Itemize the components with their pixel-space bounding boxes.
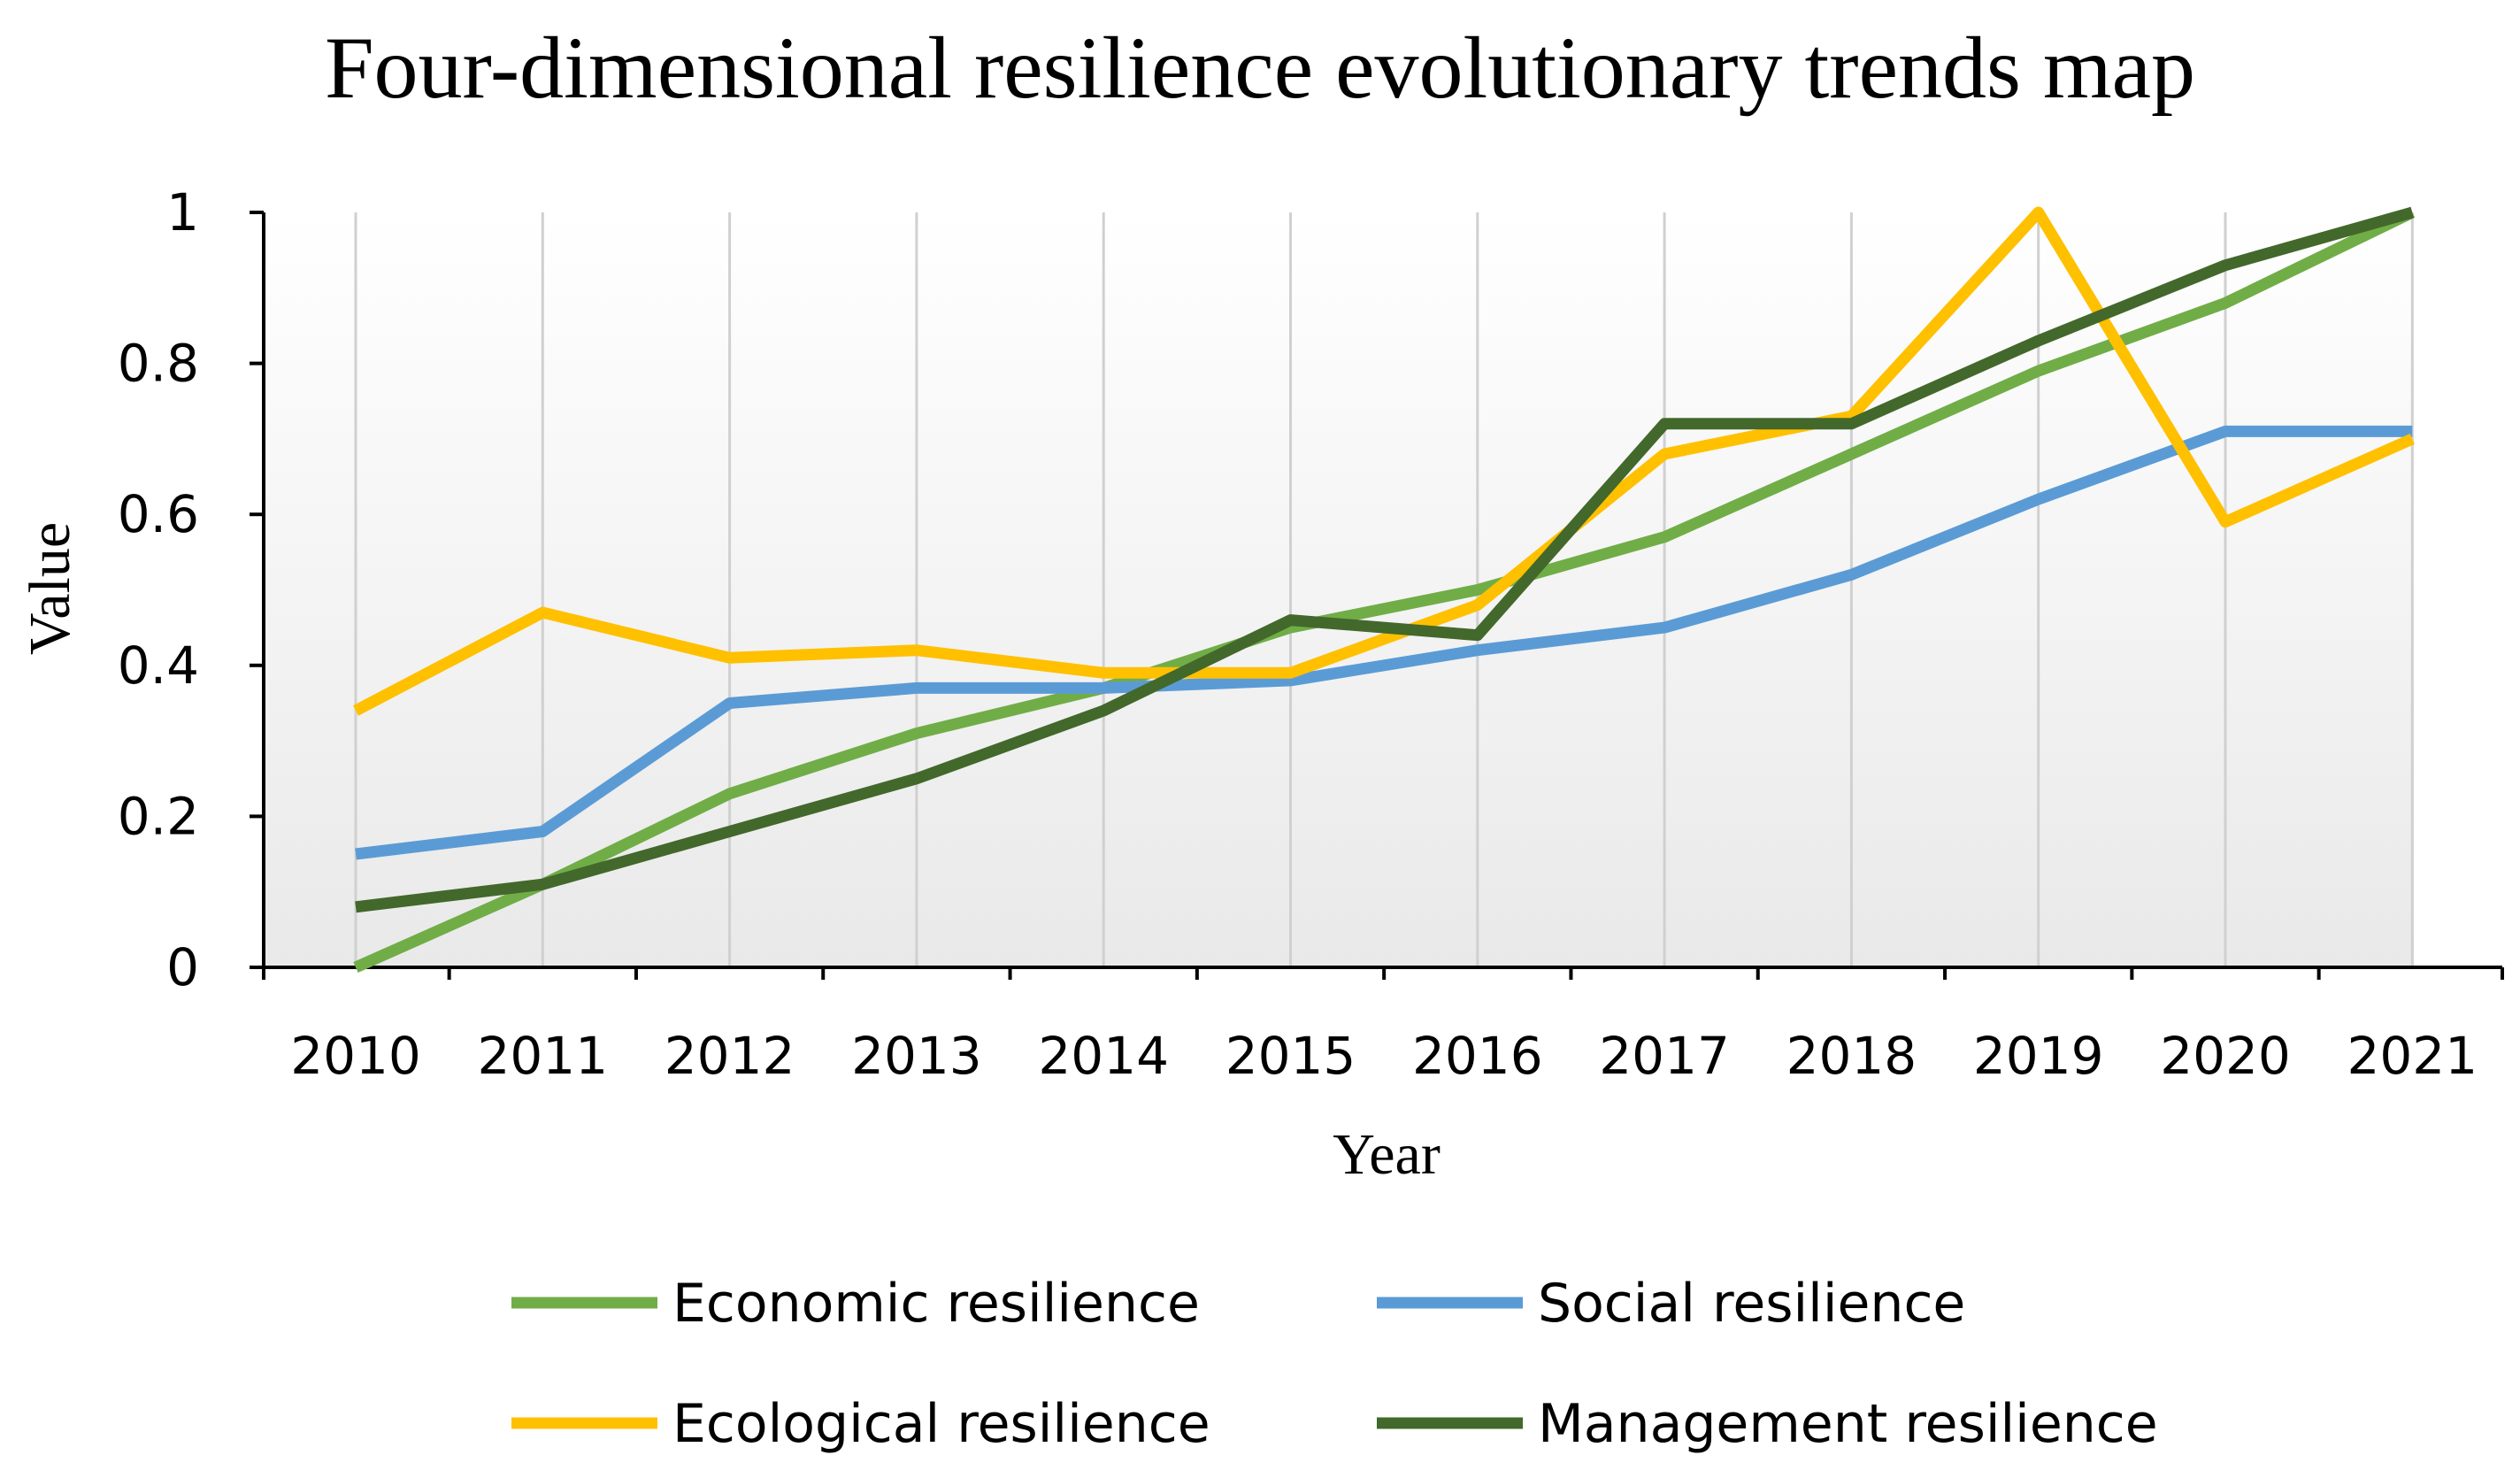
axes <box>250 211 2504 980</box>
series-lines <box>352 206 2416 973</box>
x-tick-label-2010: 2010 <box>290 1026 421 1086</box>
x-tick-label-2019: 2019 <box>1973 1026 2104 1086</box>
series-line-management-resilience <box>355 206 2415 913</box>
x-tick-label-2016: 2016 <box>1412 1026 1543 1086</box>
y-tick-label-1: 1 <box>166 182 199 242</box>
y-axis-title: Value <box>18 522 82 655</box>
x-tick-label-2012: 2012 <box>665 1026 795 1086</box>
legend-label-economic-resilience: Economic resilience <box>672 1273 1200 1335</box>
x-tick-label-2017: 2017 <box>1599 1026 1730 1086</box>
legend: Economic resilience Social resilience Ecol… <box>511 1273 2158 1455</box>
chart-title: Four-dimensional resilience evolutionary… <box>325 19 2195 117</box>
y-tick-label-0.6: 0.6 <box>118 484 199 544</box>
legend-label-ecological-resilience: Ecological resilience <box>672 1393 1210 1455</box>
plot-background <box>264 212 2414 967</box>
x-tick-label-2014: 2014 <box>1038 1026 1169 1086</box>
y-tick-label-0.4: 0.4 <box>118 635 199 696</box>
legend-label-management-resilience: Management resilience <box>1538 1393 2158 1455</box>
y-tick-label-0.8: 0.8 <box>118 334 199 394</box>
series-line-social-resilience <box>355 425 2413 860</box>
x-tick-label-2015: 2015 <box>1225 1026 1356 1086</box>
x-tick-label-2021: 2021 <box>2347 1026 2478 1086</box>
x-tick-labels: 2010 2011 2012 2013 2014 2015 2016 2017 2018 2019… <box>290 1026 2478 1086</box>
y-tick-labels: 0 0.2 0.4 0.6 0.8 1 <box>118 182 199 997</box>
vertical-gridlines <box>354 212 2414 967</box>
y-tick-label-0.2: 0.2 <box>118 786 199 846</box>
x-tick-label-2011: 2011 <box>477 1026 608 1086</box>
legend-label-social-resilience: Social resilience <box>1538 1273 1965 1335</box>
y-tick-label-0: 0 <box>166 937 199 997</box>
x-tick-label-2018: 2018 <box>1786 1026 1917 1086</box>
x-tick-label-2020: 2020 <box>2160 1026 2291 1086</box>
x-tick-label-2013: 2013 <box>851 1026 982 1086</box>
series-line-ecological-resilience <box>352 206 2415 716</box>
x-axis-title: Year <box>1333 1122 1441 1187</box>
series-line-economic-resilience <box>353 207 2416 973</box>
